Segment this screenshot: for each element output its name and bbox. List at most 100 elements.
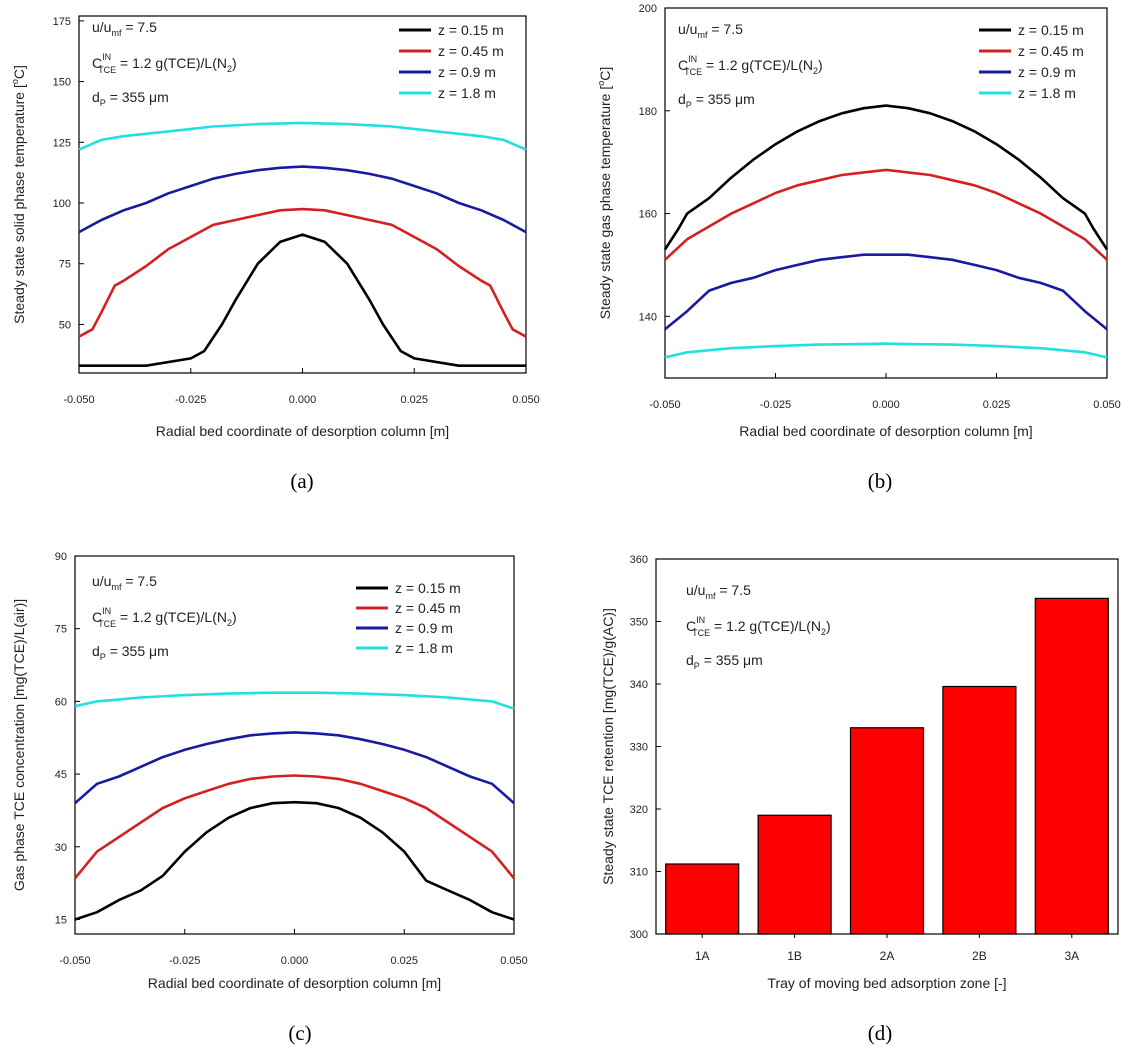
series-line-z045	[78, 207, 527, 338]
annotation-particle-diameter: dP = 355 μm	[92, 643, 169, 662]
x-tick-label: 1A	[695, 949, 710, 963]
y-axis-label: Gas phase TCE concentration [mg(TCE)/L(a…	[11, 599, 27, 891]
bar-2A	[849, 727, 925, 935]
series-line-z015	[663, 104, 1109, 251]
y-tick-label: 160	[639, 209, 657, 221]
series-line-z18	[664, 342, 1108, 359]
x-tick-label: -0.050	[59, 955, 90, 967]
series-line-z09	[78, 165, 527, 234]
bar-3A	[1034, 597, 1109, 935]
y-tick-label: 350	[630, 617, 648, 629]
annotation-inlet-concentration: CIN TCE = 1.2 g(TCE)/L(N2)	[92, 606, 237, 629]
legend-label: z = 1.8 m	[395, 640, 453, 656]
bar-2B	[942, 685, 1017, 935]
y-tick-label: 180	[639, 106, 657, 118]
y-tick-label: 60	[55, 696, 67, 708]
chart-panel-a: -0.050 -0.025 0.000 0.025 0.050 50 75 100 125 150…	[10, 15, 540, 493]
legend-label: z = 0.9 m	[395, 620, 453, 636]
panel-caption: (d)	[868, 1021, 893, 1045]
legend-label: z = 0.15 m	[395, 580, 461, 596]
y-tick-label: 125	[53, 137, 71, 149]
chart-panel-c: -0.050 -0.025 0.000 0.025 0.050 15 30 45 60 75 90 z…	[11, 551, 528, 1045]
annotation-velocity-ratio: u/umf = 7.5	[92, 19, 157, 38]
y-tick-label: 140	[639, 311, 657, 323]
annotation-inlet-concentration: CIN TCE = 1.2 g(TCE)/L(N2)	[92, 52, 237, 75]
x-tick-label: 0.050	[512, 394, 540, 406]
x-axis-label: Tray of moving bed adsorption zone [-]	[767, 975, 1006, 991]
annotation-velocity-ratio: u/umf = 7.5	[92, 573, 157, 592]
annotation-particle-diameter: dP = 355 μm	[92, 89, 169, 108]
x-tick-label: 0.000	[872, 399, 900, 411]
x-tick-label: 3A	[1064, 949, 1079, 963]
series-line-z18	[78, 121, 527, 151]
y-tick-label: 175	[53, 16, 71, 28]
y-tick-label: 330	[630, 742, 648, 754]
y-tick-label: 100	[53, 198, 71, 210]
x-tick-label: 0.025	[983, 399, 1011, 411]
x-tick-label: 0.050	[1093, 399, 1121, 411]
legend-label: z = 0.45 m	[1018, 43, 1084, 59]
x-tick-label: -0.050	[649, 399, 680, 411]
y-tick-label: 30	[55, 842, 67, 854]
legend-label: z = 1.8 m	[438, 85, 496, 101]
series-line-z18	[74, 691, 515, 710]
y-tick-label: 45	[55, 769, 67, 781]
annotation-inlet-concentration: CIN TCE = 1.2 g(TCE)/L(N2)	[686, 615, 831, 638]
series-line-z045	[73, 774, 516, 880]
x-tick-label: 0.025	[390, 955, 418, 967]
x-axis-label: Radial bed coordinate of desorption colu…	[148, 975, 441, 991]
x-tick-label: 0.025	[400, 394, 428, 406]
legend-label: z = 1.8 m	[1018, 85, 1076, 101]
bar-1B	[757, 814, 832, 935]
panel-caption: (c)	[288, 1021, 311, 1045]
y-tick-label: 75	[55, 624, 67, 636]
y-tick-label: 150	[53, 77, 71, 89]
legend-label: z = 0.15 m	[1018, 22, 1084, 38]
x-tick-label: 2B	[972, 949, 987, 963]
chart-panel-d: 1A 1B 2A 2B 3A 300 310 320 330 340 350 360 u/umf = 7…	[600, 554, 1119, 1045]
series-line-z015	[79, 233, 526, 368]
panel-caption: (b)	[868, 469, 893, 493]
annotation-particle-diameter: dP = 355 μm	[678, 91, 755, 110]
y-tick-label: 200	[639, 3, 657, 15]
legend-label: z = 0.45 m	[438, 43, 504, 59]
y-axis-label: Steady state gas phase temperature [oC]	[596, 67, 613, 320]
series-line-z045	[664, 168, 1108, 261]
annotation-velocity-ratio: u/umf = 7.5	[678, 21, 743, 40]
x-tick-label: 0.050	[500, 955, 528, 967]
series-line-z015	[74, 800, 515, 921]
y-tick-label: 340	[630, 679, 648, 691]
y-tick-label: 300	[630, 929, 648, 941]
x-tick-label: -0.025	[175, 394, 206, 406]
y-tick-label: 90	[55, 551, 67, 563]
x-tick-label: -0.050	[63, 394, 94, 406]
y-axis-label: Steady state solid phase temperature [oC…	[10, 65, 27, 324]
bar-1A	[665, 863, 740, 935]
x-tick-label: 0.000	[289, 394, 317, 406]
legend-label: z = 0.9 m	[1018, 64, 1076, 80]
series-line-z09	[74, 731, 515, 805]
annotation-velocity-ratio: u/umf = 7.5	[686, 582, 751, 601]
series-line-z09	[664, 253, 1108, 331]
legend-label: z = 0.45 m	[395, 600, 461, 616]
legend-label: z = 0.15 m	[438, 22, 504, 38]
x-tick-label: 2A	[880, 949, 895, 963]
y-axis-label: Steady state TCE retention [mg(TCE)/g(AC…	[600, 608, 616, 885]
panel-caption: (a)	[290, 469, 313, 493]
y-tick-label: 15	[55, 914, 67, 926]
y-tick-label: 50	[59, 319, 71, 331]
chart-panel-b: -0.050 -0.025 0.000 0.025 0.050 140 160 180 200 z…	[596, 3, 1121, 493]
y-tick-label: 310	[630, 867, 648, 879]
x-axis-label: Radial bed coordinate of desorption colu…	[156, 423, 449, 439]
y-tick-label: 75	[59, 259, 71, 271]
y-tick-label: 360	[630, 554, 648, 566]
x-tick-label: -0.025	[760, 399, 791, 411]
legend-label: z = 0.9 m	[438, 64, 496, 80]
x-tick-label: 0.000	[281, 955, 309, 967]
y-tick-label: 320	[630, 804, 648, 816]
annotation-particle-diameter: dP = 355 μm	[686, 652, 763, 671]
x-tick-label: 1B	[787, 949, 802, 963]
x-axis-label: Radial bed coordinate of desorption colu…	[739, 423, 1032, 439]
x-tick-label: -0.025	[169, 955, 200, 967]
